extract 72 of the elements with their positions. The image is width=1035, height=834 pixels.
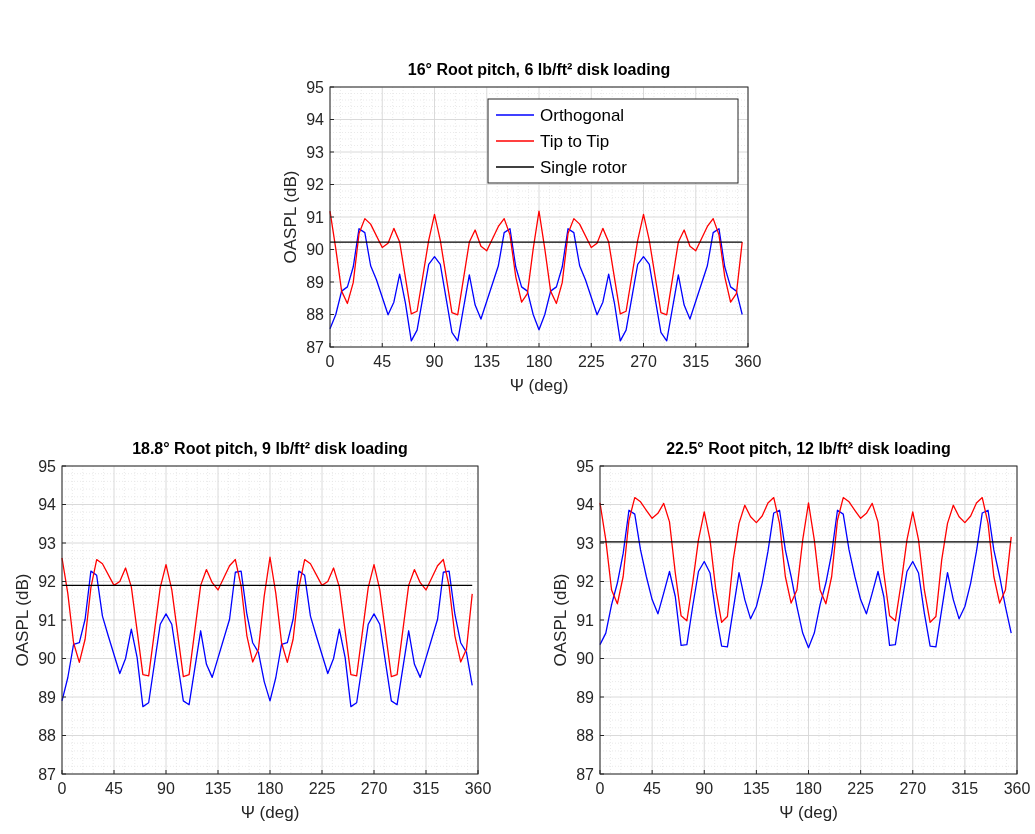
x-tick-label: 315: [412, 780, 440, 797]
x-axis-title: Ψ (deg): [509, 376, 569, 395]
x-tick-label: 135: [204, 780, 232, 797]
line-series: [599, 509, 1012, 649]
x-tick-label: 315: [951, 780, 979, 797]
x-tick-label: 180: [795, 780, 822, 797]
x-tick-label: 45: [105, 780, 123, 797]
line-series: [329, 228, 743, 342]
y-tick-label: 88: [38, 727, 57, 745]
y-axis-title: OASPL (dB): [551, 573, 570, 667]
y-tick-label: 89: [306, 273, 325, 291]
y-tick-label: 91: [306, 208, 325, 226]
x-axis-title: Ψ (deg): [779, 803, 838, 822]
legend-label: Tip to Tip: [540, 131, 610, 151]
y-tick-label: 87: [38, 765, 57, 783]
x-tick-label: 270: [360, 780, 388, 797]
x-tick-label: 180: [525, 353, 553, 370]
x-tick-label: 0: [595, 780, 605, 797]
y-tick-label: 95: [576, 457, 595, 475]
y-tick-label: 88: [306, 306, 325, 324]
line-series: [329, 210, 743, 316]
y-tick-label: 94: [306, 111, 325, 129]
y-tick-label: 92: [576, 573, 595, 591]
y-tick-label: 89: [38, 688, 57, 706]
y-tick-label: 90: [576, 650, 595, 668]
x-tick-label: 0: [57, 780, 67, 797]
x-tick-label: 225: [577, 353, 605, 370]
x-tick-label: 90: [695, 780, 714, 797]
y-tick-label: 95: [306, 78, 325, 96]
legend-label: Single rotor: [540, 157, 628, 177]
y-tick-label: 92: [38, 573, 57, 591]
y-axis-title: OASPL (dB): [13, 573, 32, 667]
x-tick-label: 135: [473, 353, 501, 370]
y-tick-label: 92: [306, 176, 325, 194]
y-tick-label: 91: [576, 611, 595, 629]
x-tick-label: 45: [373, 353, 392, 370]
x-tick-label: 360: [1003, 780, 1031, 797]
y-tick-label: 87: [576, 765, 595, 783]
y-tick-label: 88: [576, 727, 595, 745]
x-tick-label: 270: [899, 780, 927, 797]
x-tick-label: 0: [325, 353, 335, 370]
x-tick-label: 90: [157, 780, 175, 797]
x-tick-label: 360: [734, 353, 762, 370]
legend-label: Orthogonal: [540, 105, 625, 125]
x-tick-label: 315: [682, 353, 710, 370]
x-tick-label: 45: [643, 780, 662, 797]
y-tick-label: 94: [576, 496, 595, 514]
y-tick-label: 93: [306, 143, 325, 161]
x-tick-label: 225: [308, 780, 336, 797]
y-tick-label: 94: [38, 496, 57, 514]
line-series: [61, 570, 473, 708]
y-axis-title: OASPL (dB): [281, 170, 300, 264]
x-tick-label: 90: [425, 353, 444, 370]
line-series: [61, 556, 473, 678]
x-tick-label: 135: [743, 780, 770, 797]
y-tick-label: 93: [38, 534, 57, 552]
x-axis-title: Ψ (deg): [240, 803, 300, 822]
x-tick-label: 180: [256, 780, 284, 797]
chart-title: 22.5° Root pitch, 12 lb/ft² disk loading: [666, 440, 951, 457]
chart-title: 16° Root pitch, 6 lb/ft² disk loading: [407, 61, 671, 78]
y-tick-label: 95: [38, 457, 57, 475]
chart-title: 18.8° Root pitch, 9 lb/ft² disk loading: [132, 440, 408, 457]
line-series: [599, 496, 1012, 623]
y-tick-label: 93: [576, 534, 595, 552]
y-tick-label: 91: [38, 611, 57, 629]
y-tick-label: 90: [38, 650, 57, 668]
x-tick-label: 225: [847, 780, 875, 797]
x-tick-label: 360: [464, 780, 492, 797]
x-tick-label: 270: [630, 353, 657, 370]
y-tick-label: 90: [306, 241, 325, 259]
y-tick-label: 87: [306, 338, 325, 356]
y-tick-label: 89: [576, 688, 595, 706]
